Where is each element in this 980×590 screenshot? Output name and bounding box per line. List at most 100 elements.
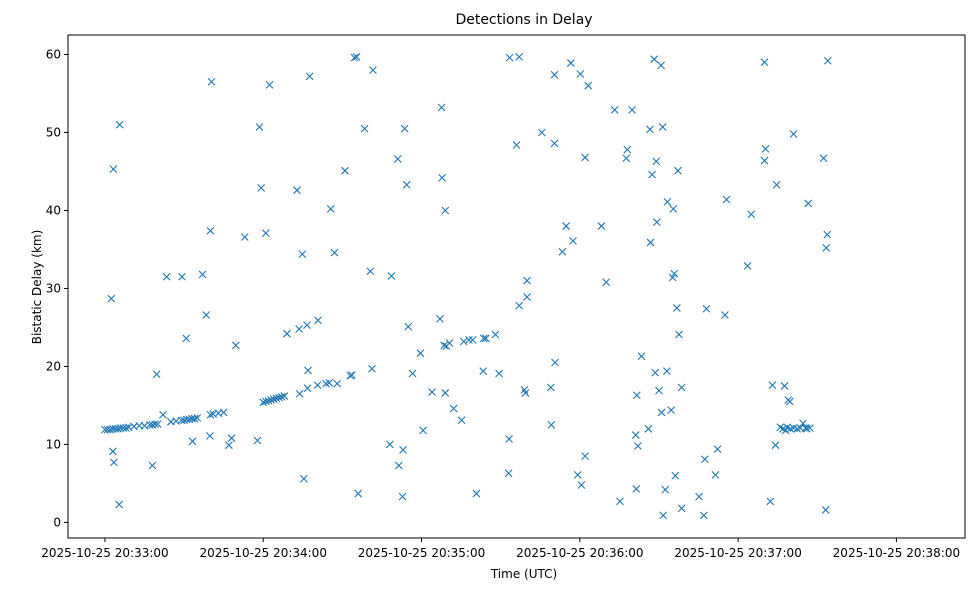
data-point [206,226,215,235]
data-point [569,236,577,245]
data-point [202,311,211,319]
data-point [387,272,396,280]
data-point [551,358,559,367]
data-point [394,461,403,470]
data-point [305,72,314,81]
data-point [346,371,355,380]
data-point [299,474,308,483]
data-point [272,394,281,403]
data-point [275,393,283,402]
data-point [182,334,191,343]
data-point [436,314,444,323]
plot-frame [67,34,966,539]
data-point [206,431,214,440]
data-point [657,61,665,70]
x-tick-label: 2025-10-25 20:36:00 [516,546,643,560]
data-point [566,59,575,67]
data-point [577,481,586,489]
data-point [267,396,276,404]
data-point [521,389,530,397]
data-point [581,452,589,461]
data-point [445,339,454,347]
data-point [673,304,681,312]
data-point [479,334,488,343]
data-point [695,492,703,501]
data-point [768,381,777,390]
data-point [658,123,667,131]
data-point [785,397,794,406]
data-point [722,195,731,204]
data-point [151,420,159,429]
data-point [663,197,672,206]
data-point [352,52,361,61]
data-point [515,52,524,61]
y-tick-label: 0 [53,515,61,529]
data-point [115,120,124,129]
data-point [761,144,770,153]
y-tick-label: 30 [46,281,61,295]
y-tick-label: 10 [46,437,61,451]
data-point [326,205,335,213]
y-tick-label: 40 [46,203,61,217]
data-point [646,238,655,247]
data-point [385,440,394,449]
chart-title: Detections in Delay [455,12,592,28]
data-point [581,153,589,162]
data-point [350,53,359,62]
data-point [468,336,477,344]
data-point [657,408,666,417]
data-point [550,70,559,79]
data-point [671,471,680,480]
x-axis-label: Time (UTC) [490,567,557,581]
y-tick-label: 50 [46,125,61,139]
data-point [277,392,286,401]
data-point [207,77,216,86]
data-point [330,248,339,257]
data-point [632,391,641,400]
data-point [293,186,301,195]
data-point [675,330,683,339]
data-point [743,261,752,270]
data-point [702,304,711,313]
data-point [823,56,832,65]
data-point [206,410,215,419]
x-tick-label: 2025-10-25 20:35:00 [358,546,485,560]
data-point [437,103,446,112]
data-point [438,173,446,182]
data-point [304,366,312,375]
data-point [780,382,789,390]
data-point [449,404,458,413]
data-point [495,369,503,378]
data-point [298,250,307,259]
data-point [341,166,349,175]
data-point [479,367,488,376]
y-tick-label: 60 [46,47,61,61]
data-point [819,154,828,163]
data-point [633,442,642,450]
data-point [648,170,656,179]
data-point [632,484,641,493]
data-point [523,276,531,285]
data-point [152,370,161,379]
data-point [122,424,130,432]
data-point [677,383,686,392]
data-point [283,329,291,338]
data-point [771,441,780,450]
data-point [347,371,356,379]
data-point [637,352,646,361]
data-point [550,139,559,148]
data-point [313,381,322,390]
data-point [441,389,450,397]
data-point [711,470,720,479]
data-point [677,504,686,513]
data-point [368,364,376,373]
data-point [661,485,670,494]
data-point [558,247,567,256]
data-point [153,420,162,429]
data-point [659,511,668,520]
data-point [747,210,756,219]
data-point [400,124,409,133]
data-point [622,154,631,163]
y-axis-ticks: 0 10 20 30 40 50 60 [46,47,68,529]
